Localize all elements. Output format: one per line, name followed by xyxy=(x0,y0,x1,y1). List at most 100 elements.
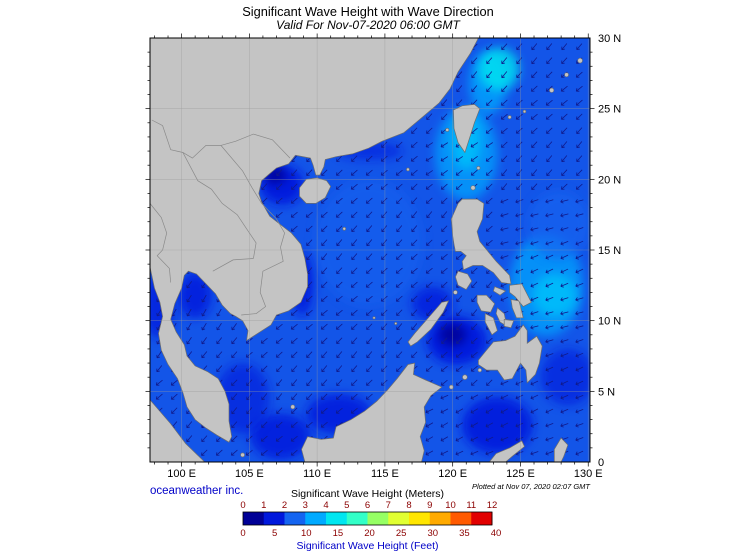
wave-arrow xyxy=(545,268,554,274)
wave-arrow xyxy=(396,253,403,260)
wave-arrow xyxy=(366,155,373,162)
wave-arrow xyxy=(365,393,373,400)
wave-arrow xyxy=(440,156,448,162)
wave-arrow xyxy=(530,408,539,414)
wave-arrow xyxy=(351,323,358,330)
wave-arrow xyxy=(576,169,583,176)
wave-arrow xyxy=(366,365,373,372)
wave-arrow xyxy=(275,323,283,330)
wave-arrow xyxy=(290,435,298,442)
wave-arrow xyxy=(260,337,268,344)
wave-arrow xyxy=(470,142,479,148)
wave-arrow xyxy=(530,422,539,428)
wave-arrow xyxy=(515,394,524,400)
wave-arrow xyxy=(411,309,418,317)
wave-patch-taiwan-strait-halo xyxy=(435,107,498,201)
land-tawitawi-is xyxy=(449,384,454,390)
wave-arrow xyxy=(335,183,343,190)
wave-arrow xyxy=(485,337,493,344)
wave-arrow xyxy=(501,155,508,162)
wave-arrow xyxy=(320,407,328,414)
wave-arrow xyxy=(425,436,434,442)
wave-arrow xyxy=(575,254,584,260)
land-panay xyxy=(476,294,496,313)
wave-arrow xyxy=(230,449,238,456)
wave-arrow xyxy=(531,141,538,148)
wave-arrow xyxy=(515,380,524,386)
land-asia-mainland xyxy=(150,38,479,443)
wave-arrow xyxy=(380,169,388,176)
wave-arrow xyxy=(530,437,539,442)
lat-tick-label: 20 N xyxy=(598,174,621,186)
wave-arrow xyxy=(531,183,538,190)
wave-arrow xyxy=(560,366,569,372)
wave-arrow xyxy=(411,323,418,331)
wave-arrow xyxy=(290,309,298,316)
axis-ticks xyxy=(145,33,595,467)
wave-arrow xyxy=(290,211,298,218)
wave-arrow xyxy=(201,308,207,317)
wave-arrow xyxy=(216,351,223,359)
wave-arrow xyxy=(366,351,373,359)
wave-arrow xyxy=(530,213,539,218)
legend-color-cell xyxy=(346,512,368,525)
land-leyte xyxy=(510,299,524,319)
wave-arrow xyxy=(231,351,238,359)
wave-arrow xyxy=(396,337,403,345)
wave-arrow xyxy=(381,141,388,148)
wave-arrow xyxy=(560,268,569,274)
wave-arrow xyxy=(276,393,283,401)
wave-arrow xyxy=(545,99,553,106)
wave-arrow xyxy=(351,211,358,218)
wave-arrow xyxy=(455,253,463,260)
wave-arrow xyxy=(260,351,268,358)
wave-arrow xyxy=(426,337,433,345)
wave-arrow xyxy=(455,379,463,386)
wave-arrow xyxy=(275,337,283,344)
wave-arrow xyxy=(336,169,343,176)
legend-feet-tick: 40 xyxy=(491,528,502,539)
wave-arrow xyxy=(411,295,418,302)
wave-arrow xyxy=(410,267,418,274)
wave-arrow xyxy=(455,169,463,176)
legend-meters-tick: 8 xyxy=(406,500,411,511)
border-vietnam-west-border xyxy=(220,145,285,316)
plotted-at-timestamp: Plotted at Nov 07, 2020 02:07 GMT xyxy=(472,482,591,491)
wave-arrow xyxy=(485,155,493,162)
wave-arrow xyxy=(231,393,238,401)
lon-tick-label: 130 E xyxy=(574,468,603,480)
land-sulawesi-north-arm xyxy=(488,440,525,462)
wave-arrow xyxy=(351,379,358,386)
wave-arrow xyxy=(231,337,238,345)
wave-arrow xyxy=(201,337,207,345)
wave-arrow xyxy=(351,239,358,247)
wave-arrow xyxy=(380,379,388,386)
wave-arrow xyxy=(336,365,343,373)
colorbar: 0 1 2 3 4 5 6 7 8 9 10 11 120 5 10 15 20 25 30 35 40 xyxy=(240,500,501,539)
wave-arrow xyxy=(455,450,464,456)
wave-arrow xyxy=(546,155,553,163)
wave-arrow xyxy=(441,113,448,120)
wave-arrow xyxy=(545,241,554,246)
land-penghu-is xyxy=(445,127,450,132)
wave-arrow xyxy=(531,71,538,78)
wave-arrow xyxy=(440,183,448,190)
wave-arrow xyxy=(155,393,163,400)
lat-tick-label: 0 xyxy=(598,457,604,469)
wave-arrow xyxy=(336,281,343,288)
wave-arrow xyxy=(410,253,418,260)
wave-arrow xyxy=(455,408,464,414)
wave-arrow xyxy=(471,85,478,93)
legend-color-cell xyxy=(450,512,472,525)
wave-arrow xyxy=(395,169,403,176)
wave-arrow xyxy=(291,365,298,373)
wave-arrow xyxy=(351,267,358,274)
wave-arrow xyxy=(441,323,448,331)
wave-arrow xyxy=(575,268,584,274)
wave-arrow xyxy=(486,281,493,289)
wave-arrow xyxy=(545,366,554,372)
wave-arrow xyxy=(530,227,539,232)
wave-arrow xyxy=(410,169,418,176)
wave-arrow xyxy=(561,155,568,163)
